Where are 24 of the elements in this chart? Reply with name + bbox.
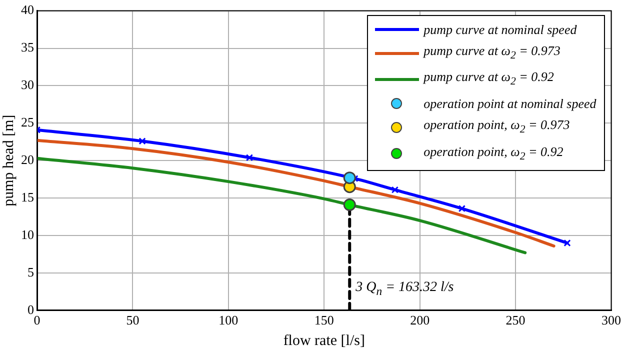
legend-label: pump curve at ω$_{2}$ = 0.973 [424, 42, 560, 64]
legend-label: operation point at nominal speed [424, 94, 596, 113]
y-tick-label: 10 [21, 226, 34, 242]
x-tick-label: 300 [602, 312, 621, 328]
y-tick-label: 15 [21, 189, 34, 204]
y-axis-title: pump head [m] [0, 114, 17, 206]
y-tick-label: 5 [28, 264, 34, 280]
legend-label: pump curve at nominal speed [424, 20, 577, 39]
y-tick-label: 20 [21, 152, 34, 168]
annotation: 3 Q$_{n}$ = 163.32 l/s [356, 280, 454, 298]
legend-label: operation point, ω$_{2}$ = 0.92 [424, 142, 564, 164]
legend-label: operation point, ω$_{2}$ = 0.973 [424, 116, 570, 138]
x-tick-label: 150 [314, 312, 334, 328]
x-tick-label: 250 [506, 312, 526, 328]
x-tick-label: 50 [126, 312, 140, 328]
x-tick-label: 200 [410, 312, 430, 328]
x-tick-label: 100 [218, 312, 238, 328]
y-tick-label: 0 [28, 302, 34, 317]
y-tick-label: 30 [21, 77, 34, 92]
y-tick-label: 25 [21, 114, 34, 130]
y-tick-label: 35 [21, 40, 34, 55]
y-tick-label: 40 [21, 2, 34, 18]
x-axis-title: flow rate [l/s] [283, 332, 365, 349]
legend-label: pump curve at ω$_{2}$ = 0.92 [424, 68, 554, 90]
